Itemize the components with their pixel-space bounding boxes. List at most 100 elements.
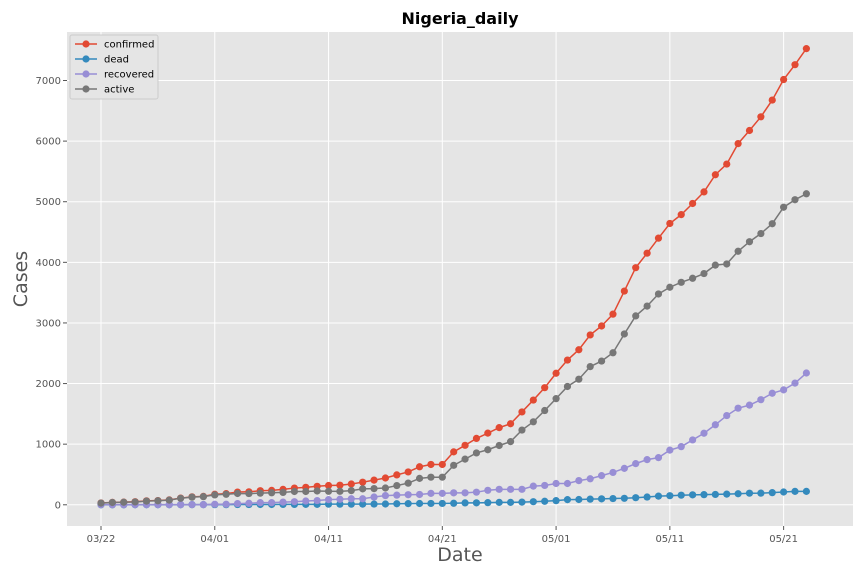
data-point-recovered — [609, 468, 617, 477]
legend-marker-active — [82, 85, 90, 93]
x-tick-label: 04/21 — [428, 534, 457, 545]
data-point-recovered — [734, 404, 742, 412]
data-point-dead — [404, 500, 412, 508]
data-point-dead — [518, 498, 526, 506]
data-point-confirmed — [689, 199, 697, 208]
data-point-active — [268, 489, 276, 497]
data-point-confirmed — [643, 249, 651, 257]
data-point-active — [211, 491, 219, 499]
legend-marker-confirmed — [82, 40, 90, 48]
data-point-recovered — [199, 501, 207, 509]
data-point-recovered — [575, 477, 583, 485]
data-point-dead — [745, 489, 754, 497]
data-point-confirmed — [484, 429, 492, 437]
data-point-active — [791, 196, 799, 204]
data-point-active — [290, 487, 299, 496]
data-point-active — [450, 461, 458, 469]
data-point-active — [177, 494, 185, 502]
data-point-dead — [620, 494, 628, 502]
data-point-dead — [643, 493, 651, 501]
data-point-recovered — [745, 401, 754, 409]
data-point-active — [120, 498, 128, 506]
data-point-recovered — [188, 501, 196, 509]
data-point-recovered — [438, 489, 446, 497]
data-point-confirmed — [666, 219, 674, 228]
data-point-recovered — [347, 495, 355, 503]
data-point-active — [620, 330, 628, 338]
data-point-recovered — [757, 396, 765, 404]
y-axis-label: Cases — [10, 251, 32, 307]
data-point-confirmed — [472, 434, 481, 443]
data-point-dead — [791, 487, 799, 495]
y-tick-label: 6000 — [36, 137, 61, 148]
y-tick-label: 5000 — [36, 197, 61, 208]
data-point-confirmed — [518, 408, 526, 416]
data-point-dead — [450, 499, 458, 507]
data-point-confirmed — [404, 468, 412, 476]
data-point-dead — [734, 490, 742, 498]
series-layer — [97, 45, 810, 509]
data-point-active — [723, 260, 731, 268]
data-point-recovered — [791, 379, 799, 387]
data-point-dead — [689, 491, 697, 499]
data-point-active — [404, 479, 412, 487]
data-point-active — [222, 490, 230, 498]
data-point-active — [632, 312, 640, 320]
data-point-recovered — [700, 429, 708, 437]
data-point-confirmed — [506, 420, 515, 428]
data-point-confirmed — [393, 471, 401, 479]
data-point-active — [506, 438, 515, 446]
data-point-recovered — [279, 498, 287, 506]
data-point-recovered — [472, 488, 481, 496]
data-point-active — [563, 382, 572, 391]
data-point-dead — [552, 497, 560, 505]
data-point-confirmed — [677, 211, 685, 219]
data-point-dead — [438, 499, 446, 508]
y-tick-label: 4000 — [36, 258, 61, 269]
data-point-active — [393, 481, 401, 490]
data-point-dead — [347, 500, 355, 508]
legend-label-dead: dead — [104, 55, 129, 66]
x-tick-label: 05/01 — [542, 534, 571, 545]
data-point-recovered — [780, 386, 788, 394]
data-point-active — [199, 493, 207, 501]
data-point-active — [780, 203, 788, 211]
data-point-recovered — [643, 456, 651, 464]
data-point-confirmed — [450, 448, 458, 456]
data-point-active — [154, 497, 162, 505]
data-point-recovered — [256, 499, 264, 507]
data-point-confirmed — [700, 188, 708, 196]
data-point-active — [495, 441, 503, 450]
data-point-recovered — [393, 491, 401, 499]
x-tick-label: 03/22 — [87, 534, 116, 545]
data-point-dead — [711, 490, 719, 499]
x-tick-label: 05/21 — [769, 534, 798, 545]
y-tick-label: 3000 — [36, 318, 61, 329]
data-point-confirmed — [529, 396, 537, 404]
data-point-confirmed — [620, 287, 628, 295]
data-point-active — [165, 496, 173, 504]
chart-title: Nigeria_daily — [402, 9, 520, 28]
data-point-recovered — [802, 369, 810, 377]
data-point-active — [359, 485, 367, 493]
data-point-confirmed — [734, 139, 742, 148]
data-point-recovered — [541, 481, 549, 490]
data-point-recovered — [529, 482, 537, 490]
data-point-active — [336, 487, 344, 495]
data-point-recovered — [654, 454, 663, 462]
data-point-active — [256, 489, 264, 497]
data-point-recovered — [233, 499, 242, 508]
data-point-dead — [370, 500, 378, 508]
data-point-active — [768, 220, 776, 228]
data-point-active — [586, 362, 594, 371]
data-point-confirmed — [370, 476, 378, 484]
data-point-dead — [597, 495, 606, 503]
data-point-active — [689, 274, 697, 282]
data-point-active — [188, 493, 196, 501]
data-point-active — [108, 498, 116, 507]
data-point-recovered — [404, 491, 412, 499]
data-point-recovered — [336, 495, 344, 503]
data-point-confirmed — [495, 424, 503, 432]
legend-box — [69, 34, 159, 100]
y-tick-label: 2000 — [36, 379, 61, 390]
